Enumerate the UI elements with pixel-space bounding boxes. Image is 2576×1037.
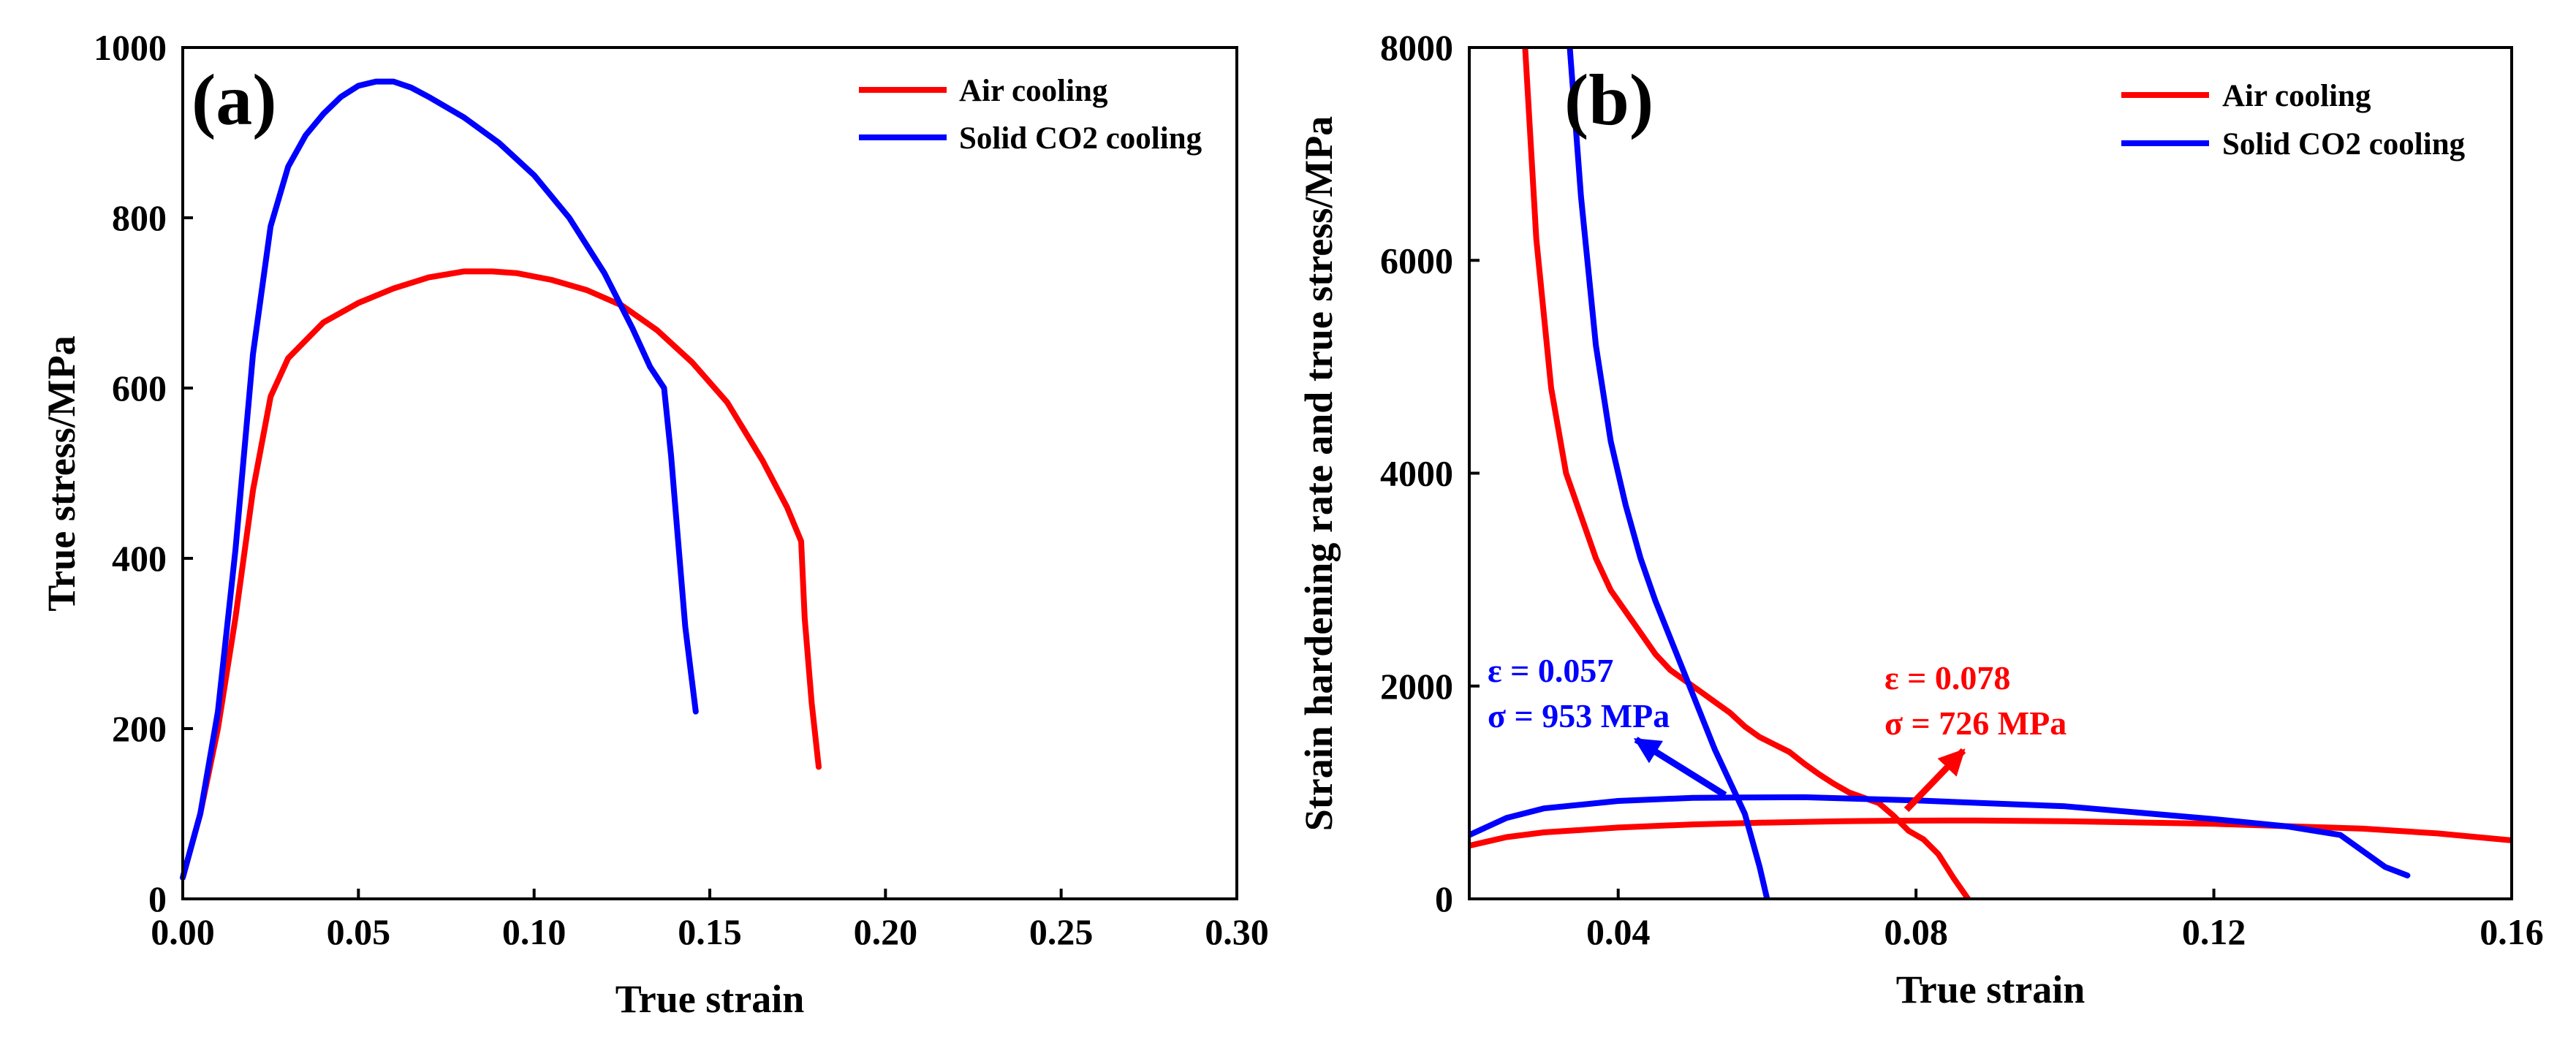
panel-a-y-tick-label: 400 [112,538,167,579]
panel-a-x-tick-label: 0.20 [854,911,918,952]
panel-b-legend: Air cooling Solid CO2 cooling [2121,79,2466,162]
panel-a-label: (a) [192,59,277,140]
panel-b-x-tick-label: 0.04 [1586,911,1651,952]
panel-b-x-ticks: 0.04 0.08 0.12 0.16 [1586,889,2544,952]
panel-b-y-tick-label: 0 [1435,878,1453,919]
panel-a-x-tick-label: 0.00 [151,911,215,952]
panel-b-label: (b) [1564,59,1653,140]
panel-b-x-tick-label: 0.16 [2480,911,2544,952]
panel-b-y-tick-label: 4000 [1380,453,1453,494]
panel-b-y-tick-label: 6000 [1380,240,1453,281]
panel-b-y-ticks: 0 2000 4000 6000 8000 [1380,27,1480,919]
panel-b-series-air-cooling-true-stress [1469,817,2512,849]
panel-a-x-tick-label: 0.15 [678,911,742,952]
panel-b-frame [1468,46,2513,900]
annotation-co2-strain: ε = 0.057 [1488,652,1613,689]
panel-a-frame [181,46,1238,900]
annotation-air-strain: ε = 0.078 [1884,659,2010,696]
annotation-co2-stress: σ = 953 MPa [1488,697,1670,734]
panel-b-y-tick-label: 2000 [1380,666,1453,707]
panel-a-y-ticks: 0 200 400 600 800 1000 [94,27,193,919]
panel-a-y-tick-label: 200 [112,708,167,749]
panel-b-series [1469,48,2512,899]
panel-b-y-axis-title: Strain hardening rate and true stress/MP… [1297,116,1341,831]
panel-a-x-tick-label: 0.25 [1029,911,1094,952]
annotation-co2-arrow [1633,737,1727,798]
panel-b-y-tick-label: 8000 [1380,27,1453,68]
panel-b-series-solid-co2-hardening-rate [1567,48,1770,899]
panel-a-x-axis-title: True strain [615,977,804,1021]
panel-a: 0.00 0.05 0.10 0.15 0.20 0.25 0.30 0 200 400 600 8… [39,27,1269,1021]
panel-a-x-tick-label: 0.05 [327,911,391,952]
panel-a-series-air-cooling [180,268,822,881]
panel-b-x-tick-label: 0.12 [2182,911,2246,952]
annotation-air-arrow [1903,748,1966,813]
panel-b-x-axis-title: True strain [1896,968,2085,1011]
annotation-co2: ε = 0.057 σ = 953 MPa [1488,652,1727,798]
panel-a-x-tick-label: 0.10 [502,911,567,952]
panel-a-legend: Air cooling Solid CO2 cooling [859,74,1202,156]
panel-b-x-tick-label: 0.08 [1884,911,1948,952]
panel-b-legend-air-label: Air cooling [2222,79,2371,113]
panel-b-series-solid-co2-true-stress [1469,794,2411,878]
panel-a-series-solid-co2-cooling [180,78,699,881]
panel-a-legend-co2-label: Solid CO2 cooling [959,121,1202,156]
panel-b: 0.04 0.08 0.12 0.16 0 2000 4000 6000 8000 (b) T… [1297,27,2544,1011]
panel-b-legend-co2-label: Solid CO2 cooling [2222,127,2466,162]
panel-b-series-air-cooling-hardening-rate [1522,48,1971,899]
panel-a-y-tick-label: 0 [148,878,167,919]
panel-a-x-ticks: 0.00 0.05 0.10 0.15 0.20 0.25 0.30 [151,889,1269,952]
panel-a-y-tick-label: 800 [112,197,167,238]
panel-a-y-tick-label: 600 [112,368,167,409]
panel-a-x-tick-label: 0.30 [1205,911,1269,952]
annotation-air-stress: σ = 726 MPa [1884,704,2067,742]
panel-a-y-tick-label: 1000 [94,27,167,68]
panel-a-y-axis-title: True stress/MPa [39,335,83,611]
panel-a-legend-air-label: Air cooling [959,74,1108,108]
panel-a-series [180,78,822,881]
annotation-air: ε = 0.078 σ = 726 MPa [1884,659,2067,813]
